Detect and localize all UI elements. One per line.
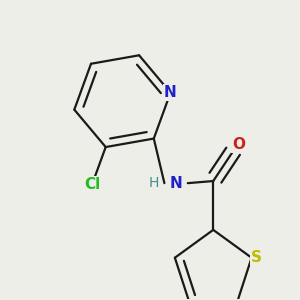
Text: Cl: Cl xyxy=(84,178,100,193)
Text: N: N xyxy=(164,85,177,100)
Text: O: O xyxy=(232,137,245,152)
Text: N: N xyxy=(170,176,183,191)
Text: H: H xyxy=(148,176,159,190)
Text: S: S xyxy=(251,250,262,265)
